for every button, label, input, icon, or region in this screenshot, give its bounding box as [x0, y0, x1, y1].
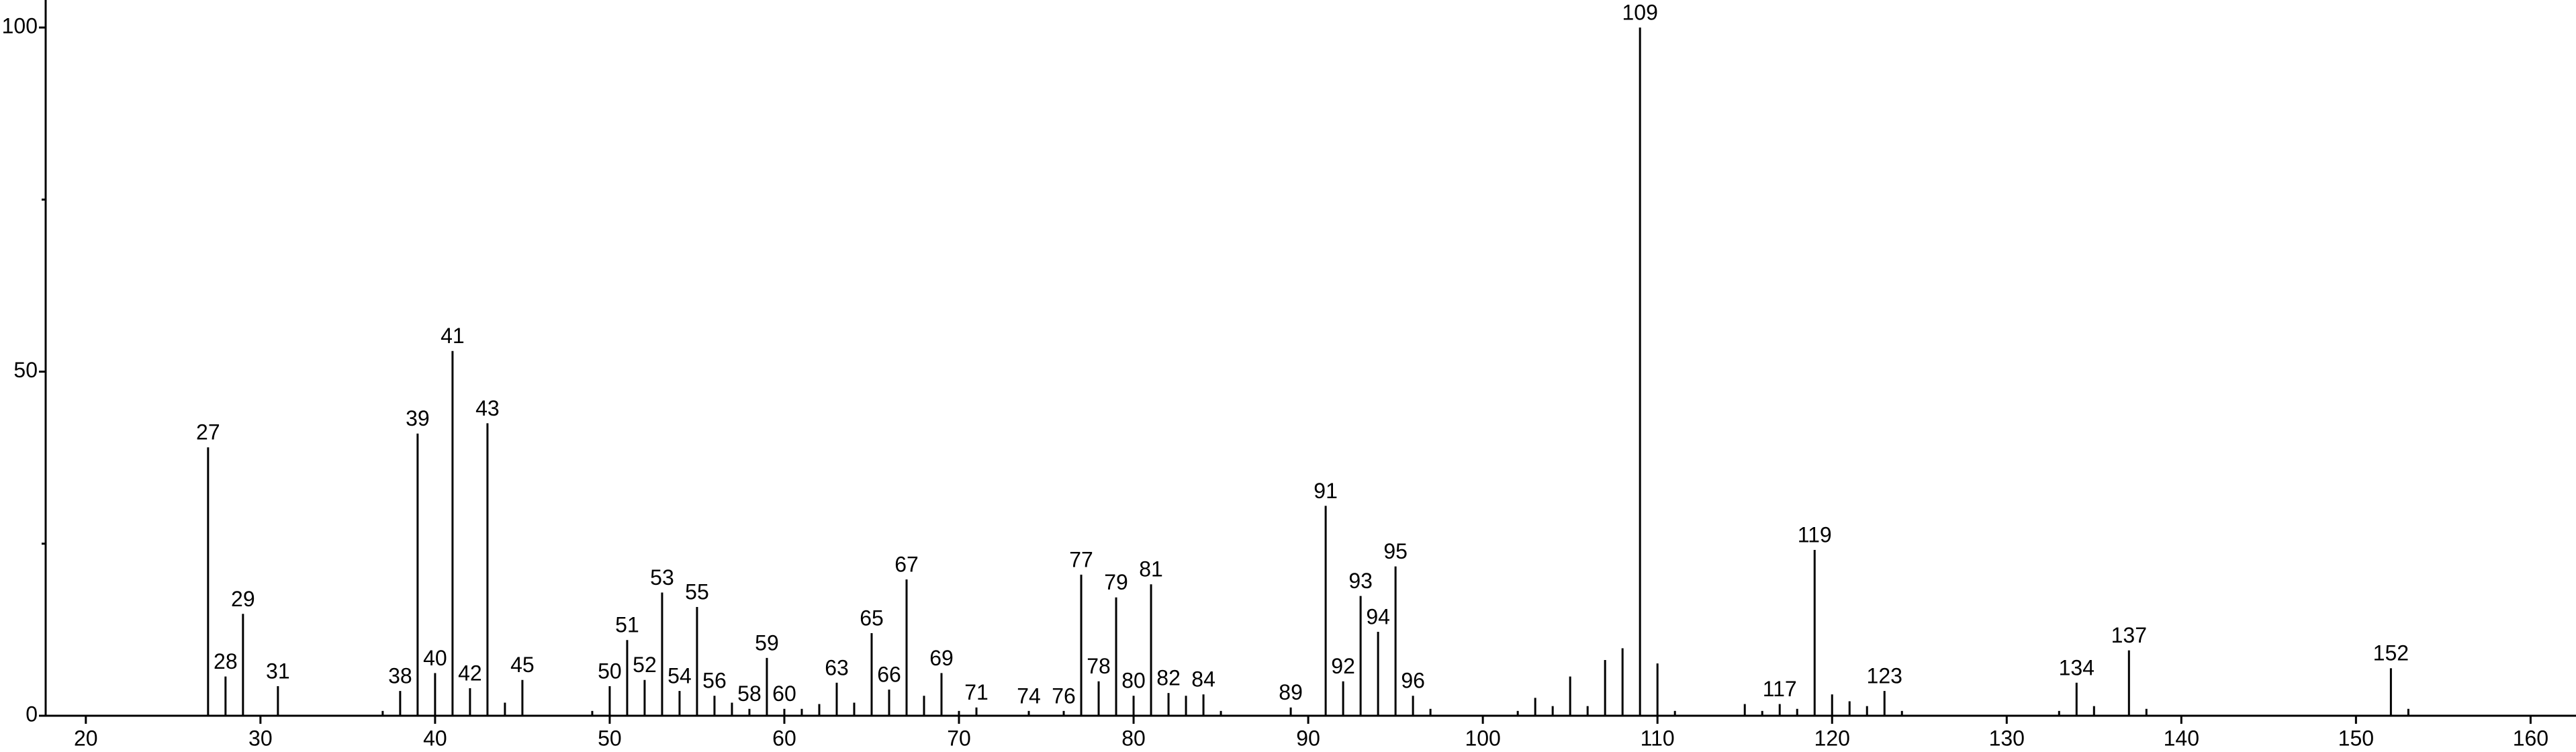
peak-label: 40: [423, 646, 447, 670]
x-tick-label: 150: [2338, 726, 2374, 750]
peak-label: 94: [1366, 604, 1390, 628]
peak-label: 63: [825, 655, 849, 679]
peak-label: 28: [214, 649, 238, 673]
peak-label: 27: [196, 420, 220, 444]
x-tick-label: 140: [2164, 726, 2199, 750]
peak-label: 81: [1139, 557, 1163, 581]
x-tick-label: 60: [772, 726, 796, 750]
peak-label: 79: [1104, 570, 1128, 594]
peak-label: 84: [1191, 667, 1215, 692]
peak-label: 134: [2059, 655, 2095, 679]
peak-label: 77: [1069, 547, 1093, 571]
peak-label: 93: [1348, 569, 1373, 593]
peak-label: 92: [1331, 654, 1355, 678]
x-tick-label: 100: [1465, 726, 1500, 750]
peak-label: 31: [266, 659, 290, 683]
x-tick-label: 40: [423, 726, 447, 750]
peak-label: 45: [510, 653, 535, 677]
peak-label: 51: [615, 613, 639, 637]
peak-label: 41: [441, 324, 465, 348]
peak-label: 89: [1279, 680, 1303, 704]
peak-label: 55: [685, 580, 709, 604]
y-tick-label: 100: [2, 13, 38, 38]
y-tick-label: 0: [26, 702, 38, 726]
peak-label: 69: [929, 646, 954, 670]
peak-label: 123: [1867, 664, 1902, 688]
peak-label: 95: [1383, 539, 1408, 563]
x-tick-label: 80: [1121, 726, 1146, 750]
peak-label: 66: [877, 663, 901, 687]
peak-label: 67: [894, 553, 919, 577]
peak-label: 39: [406, 406, 430, 430]
x-tick-label: 50: [598, 726, 622, 750]
peak-label: 59: [755, 630, 779, 655]
x-tick-label: 130: [1989, 726, 2025, 750]
peak-label: 65: [860, 606, 884, 630]
peak-label: 29: [231, 587, 255, 611]
peak-label: 52: [633, 653, 657, 677]
peak-label: 53: [650, 565, 674, 590]
peak-label: 91: [1314, 479, 1338, 503]
x-tick-label: 90: [1296, 726, 1320, 750]
peak-label: 71: [964, 680, 988, 704]
peak-label: 119: [1798, 522, 1832, 547]
peak-label: 109: [1622, 0, 1657, 24]
peak-label: 43: [475, 396, 500, 420]
peak-label: 60: [772, 682, 796, 706]
peak-label: 58: [737, 682, 762, 706]
x-tick-label: 30: [248, 726, 273, 750]
peak-label: 38: [388, 664, 412, 688]
peak-label: 54: [668, 664, 692, 688]
peak-label: 56: [702, 669, 727, 693]
x-tick-label: 120: [1814, 726, 1850, 750]
peak-label: 82: [1156, 666, 1181, 690]
peak-label: 80: [1121, 669, 1146, 693]
x-tick-label: 70: [947, 726, 971, 750]
y-tick-label: 50: [13, 358, 38, 382]
x-tick-label: 160: [2513, 726, 2548, 750]
peak-label: 74: [1017, 684, 1041, 708]
peak-label: 50: [598, 659, 622, 683]
peak-label: 42: [458, 661, 482, 685]
peak-label: 96: [1401, 669, 1425, 693]
peak-label: 152: [2373, 641, 2409, 665]
peak-label: 78: [1087, 654, 1111, 678]
peak-label: 137: [2111, 623, 2147, 647]
x-tick-label: 20: [74, 726, 98, 750]
x-tick-label: 110: [1641, 726, 1675, 750]
peak-label: 76: [1052, 684, 1076, 708]
peak-label: 117: [1763, 677, 1797, 701]
